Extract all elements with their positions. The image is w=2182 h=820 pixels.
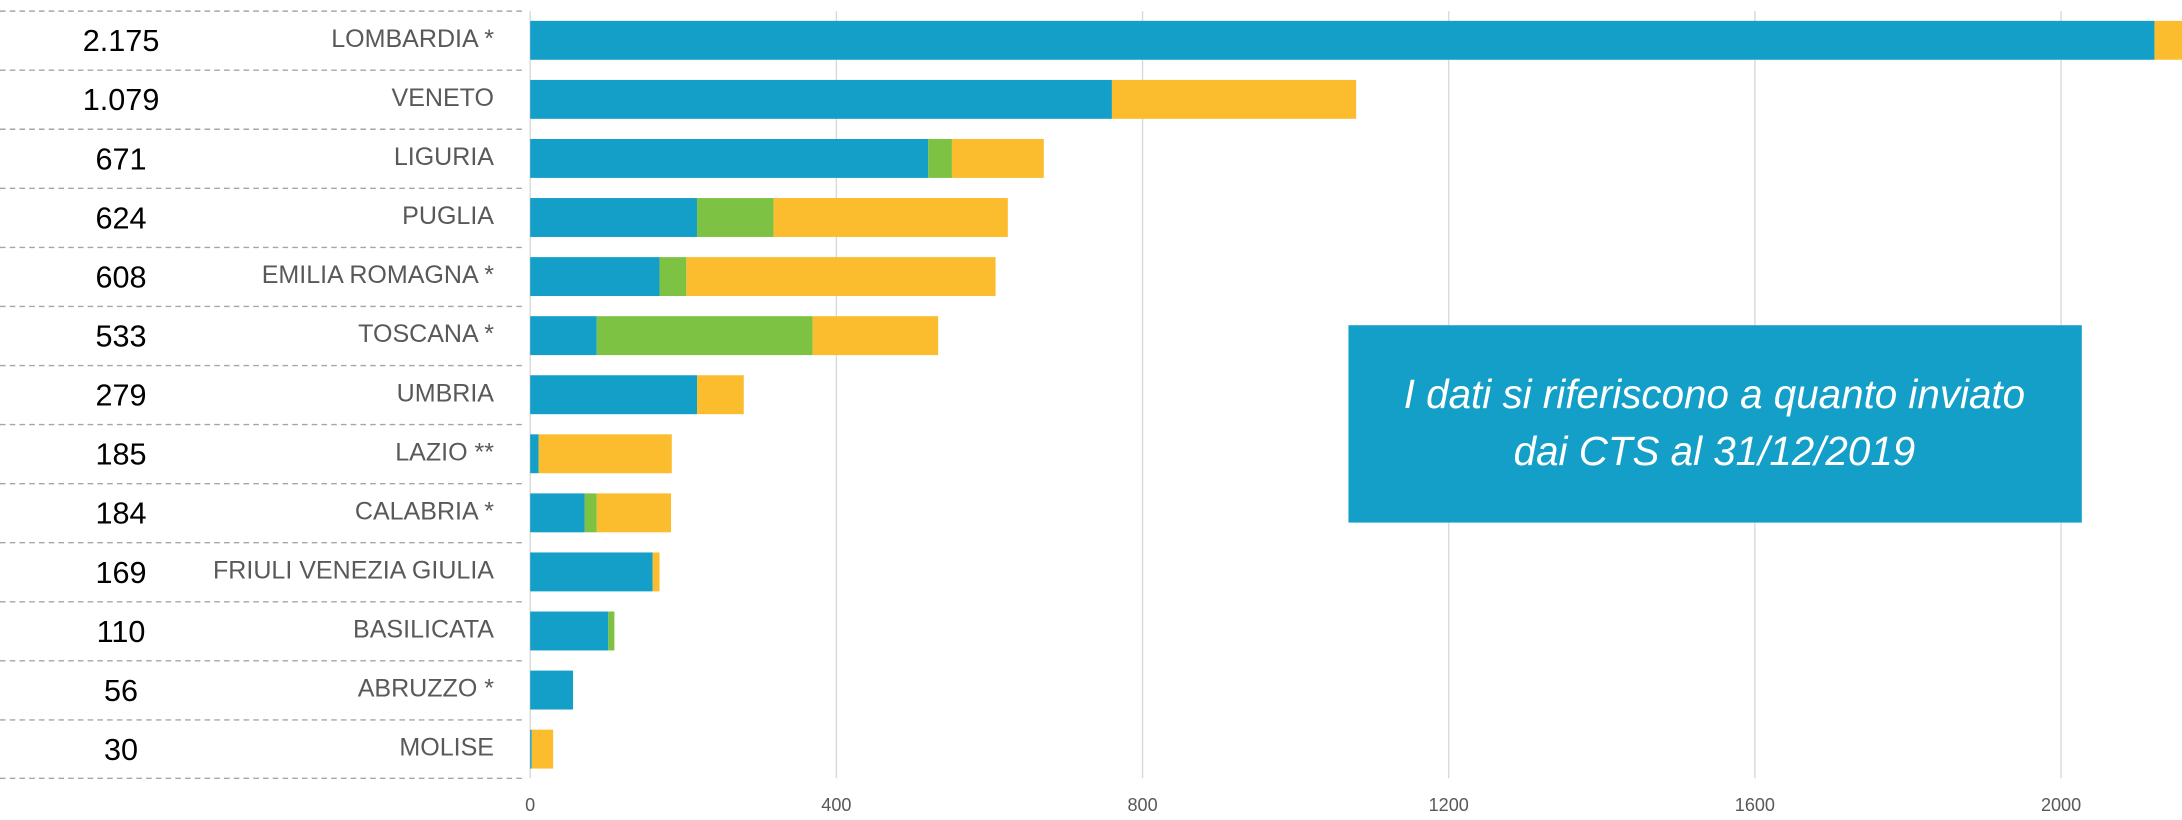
bar-segment [530, 375, 698, 415]
category-label: FRIULI VENEZIA GIULIA [213, 557, 494, 585]
bar-segment [538, 434, 672, 474]
total-label: 2.175 [83, 24, 160, 58]
total-label: 184 [96, 497, 147, 531]
annotation-text: dai CTS al 31/12/2019 [1514, 428, 1916, 474]
bar-segment [652, 552, 660, 592]
bar-segment [530, 138, 929, 178]
annotation-box [1348, 325, 2082, 523]
bar-segment [530, 257, 660, 297]
category-label: BASILICATA [353, 616, 494, 644]
bar-segment [530, 670, 574, 710]
bar-segment [530, 198, 698, 237]
x-tick-label: 1600 [1735, 795, 1775, 815]
bar-segment [530, 611, 609, 651]
total-label: 608 [96, 260, 147, 294]
category-label: VENETO [392, 84, 494, 112]
total-label: 30 [104, 733, 138, 767]
x-tick-label: 400 [821, 795, 851, 815]
bar-segment [697, 375, 744, 415]
category-label: TOSCANA * [358, 320, 494, 348]
category-label: LOMBARDIA * [331, 25, 494, 53]
total-label: 110 [97, 615, 146, 649]
bar-segment [596, 316, 813, 356]
category-label: EMILIA ROMAGNA * [262, 261, 495, 289]
bar-segment [530, 316, 597, 356]
bar-segment [686, 257, 996, 297]
total-label: 279 [96, 379, 147, 413]
category-label: LAZIO ** [395, 438, 494, 466]
bar-segment [659, 257, 687, 297]
total-label: 671 [96, 142, 147, 176]
category-label: LIGURIA [394, 143, 494, 171]
bar-segment [530, 434, 539, 474]
annotation-text: I dati si riferiscono a quanto inviato [1404, 371, 2025, 417]
category-label: MOLISE [399, 734, 494, 762]
category-label: UMBRIA [397, 379, 495, 407]
bar-segment [531, 729, 554, 769]
bar-segment [2154, 20, 2182, 60]
category-label: ABRUZZO * [358, 675, 495, 703]
category-label: CALABRIA * [355, 497, 494, 525]
bar-segment [773, 198, 1008, 237]
total-label: 56 [104, 674, 138, 708]
bar-segment [697, 198, 774, 237]
bar-segment [530, 552, 653, 592]
bar-segment [928, 138, 952, 178]
x-tick-label: 800 [1127, 795, 1157, 815]
bar-segment [530, 20, 2155, 60]
bar-segment [530, 729, 532, 769]
total-label: 169 [96, 556, 147, 590]
bar-segment [530, 493, 585, 533]
total-label: 185 [96, 438, 147, 472]
x-tick-label: 0 [525, 795, 535, 815]
x-tick-label: 1200 [1429, 795, 1469, 815]
bar-segment [812, 316, 939, 356]
total-label: 533 [96, 320, 147, 354]
x-tick-label: 2000 [2041, 795, 2081, 815]
bar-segment [951, 138, 1044, 178]
bar-segment [608, 611, 615, 651]
category-label: PUGLIA [402, 202, 494, 230]
bar-segment [584, 493, 597, 533]
bar-segment [530, 79, 1112, 119]
total-label: 1.079 [83, 83, 160, 117]
bar-segment [1111, 79, 1357, 119]
bar-segment [596, 493, 672, 533]
total-label: 624 [96, 201, 147, 235]
